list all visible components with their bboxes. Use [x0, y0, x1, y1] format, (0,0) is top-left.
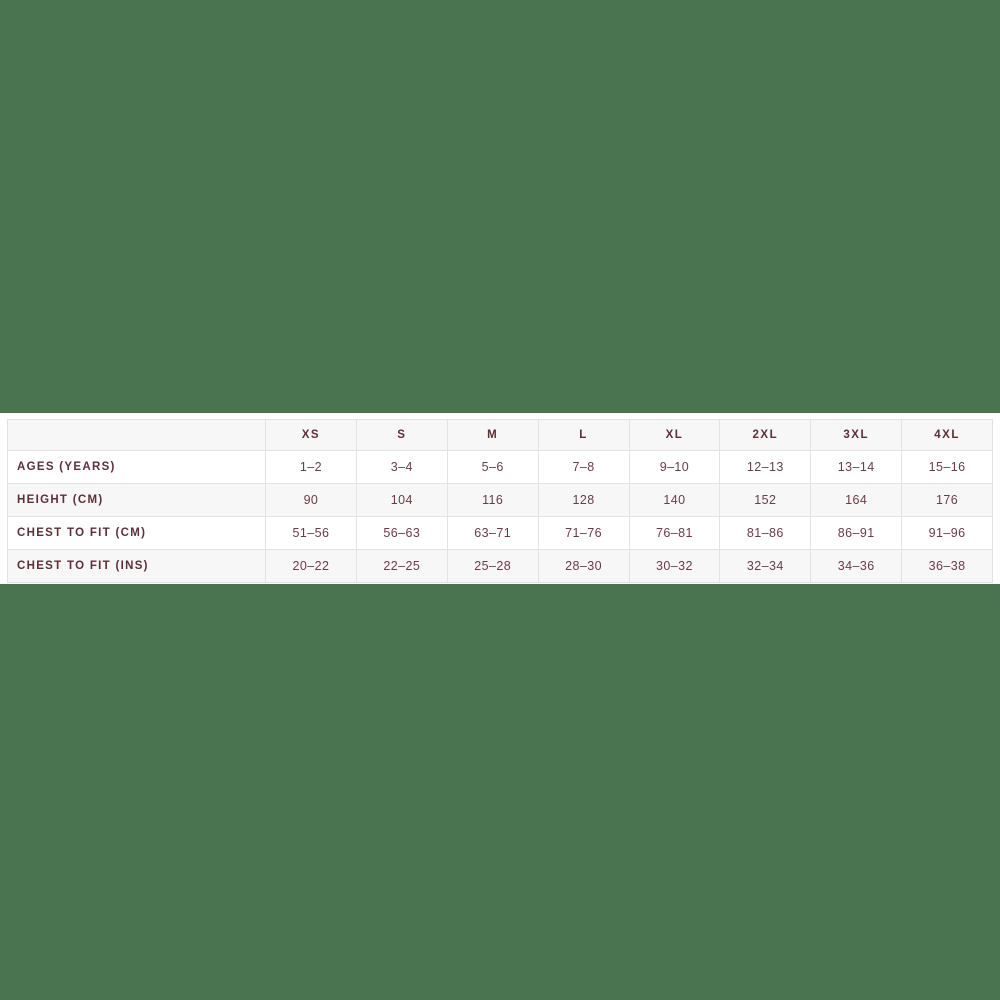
- column-header-3xl: 3XL: [810, 419, 903, 451]
- column-header-s: S: [355, 419, 448, 451]
- cell-value: 86–91: [810, 516, 903, 550]
- cell-value: 104: [355, 483, 448, 517]
- cell-value: 28–30: [537, 549, 630, 583]
- cell-value: 5–6: [446, 450, 539, 484]
- cell-value: 81–86: [719, 516, 812, 550]
- size-chart-body: AGES (YEARS) 1–2 3–4 5–6 7–8 9–10 12–13 13–14 15…: [7, 450, 993, 583]
- table-row: CHEST TO FIT (CM) 51–56 56–63 63–71 71–76 76–…: [7, 516, 993, 550]
- table-row: AGES (YEARS) 1–2 3–4 5–6 7–8 9–10 12–13 13–14 15…: [7, 450, 993, 484]
- cell-value: 56–63: [355, 516, 448, 550]
- cell-value: 32–34: [719, 549, 812, 583]
- corner-cell: [7, 419, 266, 451]
- cell-value: 176: [901, 483, 993, 517]
- row-label: AGES (YEARS): [7, 450, 266, 484]
- size-chart-band: XS S M L XL 2XL 3XL 4XL AGES (YEARS) 1–2 3–4 5–6 7–…: [0, 413, 1000, 584]
- cell-value: 51–56: [265, 516, 357, 550]
- cell-value: 3–4: [355, 450, 448, 484]
- column-header-l: L: [537, 419, 630, 451]
- table-row: HEIGHT (CM) 90 104 116 128 140 152 164 176: [7, 483, 993, 517]
- cell-value: 25–28: [446, 549, 539, 583]
- header-row: XS S M L XL 2XL 3XL 4XL: [7, 419, 993, 451]
- cell-value: 9–10: [628, 450, 721, 484]
- cell-value: 63–71: [446, 516, 539, 550]
- cell-value: 36–38: [901, 549, 993, 583]
- cell-value: 164: [810, 483, 903, 517]
- cell-value: 1–2: [265, 450, 357, 484]
- cell-value: 152: [719, 483, 812, 517]
- cell-value: 71–76: [537, 516, 630, 550]
- cell-value: 12–13: [719, 450, 812, 484]
- cell-value: 116: [446, 483, 539, 517]
- size-chart-header: XS S M L XL 2XL 3XL 4XL: [7, 419, 993, 451]
- column-header-xs: XS: [265, 419, 357, 451]
- column-header-xl: XL: [628, 419, 721, 451]
- table-row: CHEST TO FIT (INS) 20–22 22–25 25–28 28–30 30…: [7, 549, 993, 583]
- column-header-4xl: 4XL: [901, 419, 993, 451]
- row-label: HEIGHT (CM): [7, 483, 266, 517]
- cell-value: 13–14: [810, 450, 903, 484]
- cell-value: 128: [537, 483, 630, 517]
- cell-value: 90: [265, 483, 357, 517]
- column-header-m: M: [446, 419, 539, 451]
- cell-value: 20–22: [265, 549, 357, 583]
- column-header-2xl: 2XL: [719, 419, 812, 451]
- cell-value: 91–96: [901, 516, 993, 550]
- cell-value: 76–81: [628, 516, 721, 550]
- cell-value: 22–25: [355, 549, 448, 583]
- cell-value: 7–8: [537, 450, 630, 484]
- cell-value: 34–36: [810, 549, 903, 583]
- cell-value: 15–16: [901, 450, 993, 484]
- size-chart-table: XS S M L XL 2XL 3XL 4XL AGES (YEARS) 1–2 3–4 5–6 7–…: [7, 419, 993, 583]
- cell-value: 30–32: [628, 549, 721, 583]
- row-label: CHEST TO FIT (CM): [7, 516, 266, 550]
- cell-value: 140: [628, 483, 721, 517]
- row-label: CHEST TO FIT (INS): [7, 549, 266, 583]
